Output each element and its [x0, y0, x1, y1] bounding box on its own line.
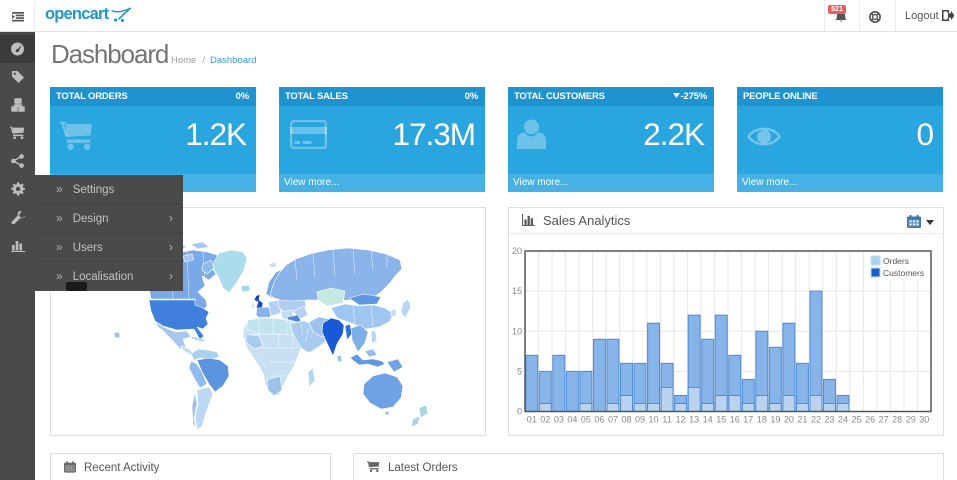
- svg-text:06: 06: [594, 415, 604, 425]
- svg-text:19: 19: [770, 415, 780, 425]
- svg-text:30: 30: [919, 415, 929, 425]
- svg-text:28: 28: [892, 415, 902, 425]
- svg-text:10: 10: [512, 326, 522, 336]
- svg-text:08: 08: [621, 415, 631, 425]
- svg-text:05: 05: [581, 415, 591, 425]
- svg-text:12: 12: [676, 415, 686, 425]
- svg-text:16: 16: [730, 415, 740, 425]
- svg-text:20: 20: [512, 246, 522, 256]
- svg-text:25: 25: [852, 415, 862, 425]
- svg-text:18: 18: [757, 415, 767, 425]
- svg-text:26: 26: [865, 415, 875, 425]
- svg-text:15: 15: [716, 415, 726, 425]
- svg-text:20: 20: [784, 415, 794, 425]
- svg-text:11: 11: [662, 415, 671, 425]
- svg-text:0: 0: [517, 407, 522, 417]
- svg-text:01: 01: [527, 415, 537, 425]
- svg-text:Customers: Customers: [883, 268, 924, 278]
- svg-text:07: 07: [608, 415, 618, 425]
- svg-text:09: 09: [635, 415, 645, 425]
- svg-text:21: 21: [797, 415, 807, 425]
- svg-text:27: 27: [879, 415, 889, 425]
- svg-text:02: 02: [540, 415, 550, 425]
- svg-text:Orders: Orders: [883, 256, 909, 266]
- svg-text:29: 29: [906, 415, 916, 425]
- svg-text:14: 14: [703, 415, 713, 425]
- svg-text:22: 22: [811, 415, 821, 425]
- svg-text:17: 17: [743, 415, 753, 425]
- svg-text:10: 10: [649, 415, 659, 425]
- svg-text:03: 03: [554, 415, 564, 425]
- svg-text:5: 5: [517, 366, 522, 376]
- svg-text:24: 24: [838, 415, 848, 425]
- svg-text:15: 15: [512, 286, 522, 296]
- svg-text:13: 13: [689, 415, 699, 425]
- svg-text:04: 04: [567, 415, 577, 425]
- svg-text:23: 23: [824, 415, 834, 425]
